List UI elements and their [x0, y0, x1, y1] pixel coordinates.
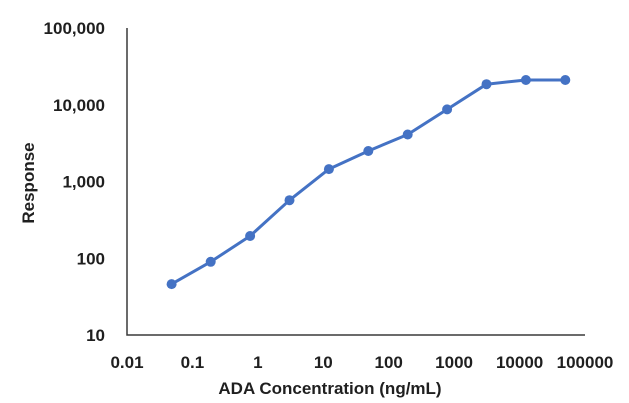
- x-tick-label: 1000: [435, 353, 473, 372]
- x-tick-label: 1: [253, 353, 262, 372]
- y-tick-label: 10: [86, 326, 105, 345]
- y-axis-title: Response: [19, 142, 38, 224]
- data-point: [560, 75, 571, 85]
- data-point: [284, 195, 295, 206]
- data-point: [481, 79, 492, 90]
- y-tick-label: 1,000: [62, 173, 105, 192]
- x-tick-label: 10000: [496, 353, 543, 372]
- data-point: [323, 164, 334, 175]
- y-tick-label: 10,000: [53, 96, 105, 115]
- data-point: [442, 104, 453, 115]
- data-point: [166, 279, 177, 290]
- x-tick-label: 0.1: [181, 353, 205, 372]
- x-tick-label: 10: [314, 353, 333, 372]
- data-point: [402, 129, 413, 140]
- data-point: [205, 256, 216, 267]
- x-tick-label: 100: [375, 353, 403, 372]
- x-tick-label: 100000: [557, 353, 614, 372]
- data-point: [245, 231, 256, 241]
- data-point: [363, 146, 374, 156]
- data-point: [520, 75, 531, 85]
- x-axis-title: ADA Concentration (ng/mL): [218, 379, 442, 398]
- y-tick-label: 100: [77, 249, 105, 268]
- data-line: [170, 78, 567, 286]
- y-tick-label: 100,000: [44, 19, 105, 38]
- axes: [126, 28, 585, 336]
- x-tick-label: 0.01: [110, 353, 143, 372]
